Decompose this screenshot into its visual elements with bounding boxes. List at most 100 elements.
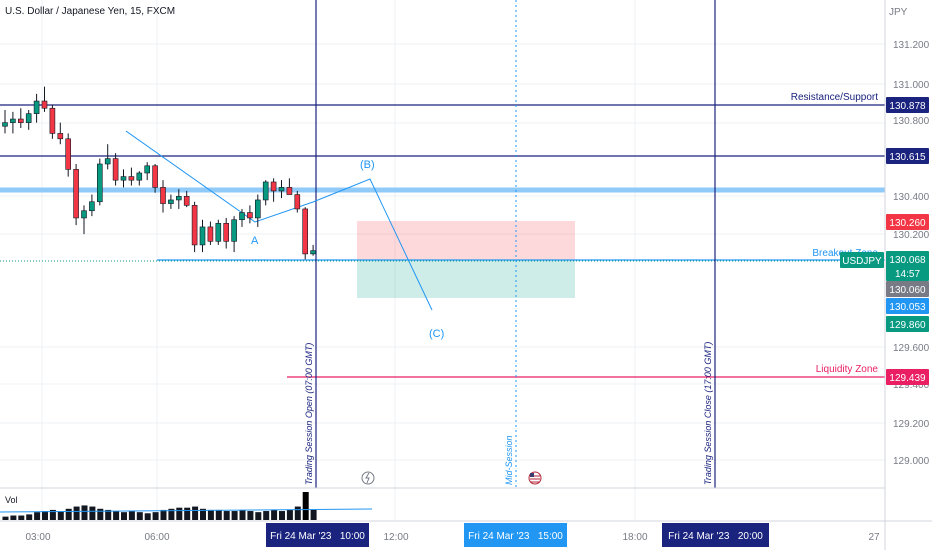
candle[interactable] <box>262 181 269 201</box>
svg-text:Fri 24 Mar '23 10:00: Fri 24 Mar '23 10:00 <box>270 531 365 542</box>
svg-text:129.439: 129.439 <box>889 373 926 384</box>
candle[interactable] <box>191 205 198 246</box>
svg-text:130.053: 130.053 <box>889 302 926 313</box>
candle[interactable] <box>152 165 158 188</box>
volume-bar <box>65 508 72 520</box>
candle[interactable] <box>10 118 16 123</box>
candle[interactable] <box>41 100 48 109</box>
last-price-tag: 130.068 14:57 <box>886 251 929 281</box>
wave-a-label: A <box>251 235 259 247</box>
svg-text:129.860: 129.860 <box>889 320 926 331</box>
currency-label: JPY <box>889 7 908 18</box>
candle[interactable] <box>310 250 316 255</box>
candle[interactable] <box>112 158 119 181</box>
volume-bar <box>136 512 143 520</box>
volume-bar <box>89 506 96 520</box>
candle[interactable] <box>73 169 79 219</box>
volume-bar <box>176 507 183 520</box>
price-tick: 129.400 <box>893 380 930 391</box>
volume-bar <box>42 511 48 520</box>
volume-bar <box>247 511 254 520</box>
wave-c-label: (C) <box>429 328 444 340</box>
candle[interactable] <box>160 187 166 204</box>
volume-bar <box>18 515 25 520</box>
candle[interactable] <box>294 194 301 210</box>
candle[interactable] <box>215 223 222 242</box>
candle[interactable] <box>199 226 206 246</box>
candle[interactable] <box>168 199 174 204</box>
volume-bar <box>271 509 278 520</box>
candle[interactable] <box>286 187 293 195</box>
candle[interactable] <box>270 181 277 192</box>
candle[interactable] <box>231 219 237 242</box>
candle[interactable] <box>17 118 24 123</box>
candle[interactable] <box>136 172 143 181</box>
liquidity-label: Liquidity Zone <box>816 364 879 375</box>
volume-bar <box>34 512 41 520</box>
volume-bar <box>239 509 246 520</box>
candle[interactable] <box>120 176 127 181</box>
candle[interactable] <box>207 226 214 242</box>
symbol-tag[interactable]: USDJPY <box>840 252 884 268</box>
volume-bar <box>105 509 112 520</box>
candle[interactable] <box>65 138 71 170</box>
volume-bar <box>207 509 214 520</box>
candle[interactable] <box>239 212 245 221</box>
candle[interactable] <box>183 196 190 206</box>
price-tick: 130.200 <box>893 230 930 241</box>
wave-path[interactable] <box>125 130 433 311</box>
price-tick: 129.200 <box>893 419 930 430</box>
volume-bar <box>144 513 151 520</box>
candle[interactable] <box>255 199 261 219</box>
lightning-icon[interactable] <box>361 471 375 485</box>
volume-bar <box>121 512 127 520</box>
time-tag: Fri 24 Mar '23 20:00 <box>662 523 769 547</box>
volume-bar <box>263 511 270 520</box>
candle[interactable] <box>144 165 150 174</box>
us-flag-icon[interactable] <box>528 471 542 485</box>
candle[interactable] <box>176 196 182 201</box>
stop-loss-zone[interactable] <box>357 221 575 260</box>
countdown: 14:57 <box>895 269 920 280</box>
svg-text:130.615: 130.615 <box>889 152 926 163</box>
volume-bar <box>26 514 33 520</box>
symbol-title[interactable]: U.S. Dollar / Japanese Yen, 15, FXCM <box>5 6 176 17</box>
candle[interactable] <box>223 223 229 242</box>
svg-text:130.878: 130.878 <box>889 101 926 112</box>
candle[interactable] <box>278 187 285 192</box>
candle[interactable] <box>49 107 56 134</box>
price-axis[interactable]: JPY 131.200 131.000 130.800 130.400 130.… <box>889 7 930 467</box>
candle[interactable] <box>57 133 64 140</box>
candle[interactable] <box>33 100 40 114</box>
price-tag: 130.260 <box>886 214 929 230</box>
candle[interactable] <box>97 163 103 203</box>
volume-bar <box>302 492 309 520</box>
volume-bar <box>294 506 301 520</box>
candle[interactable] <box>2 122 8 127</box>
candle[interactable] <box>302 208 309 255</box>
price-tag: 129.860 <box>886 316 929 332</box>
candle[interactable] <box>25 113 32 123</box>
volume-bar <box>113 511 120 520</box>
price-tick: 129.000 <box>893 456 930 467</box>
volume-bar <box>81 505 88 520</box>
svg-text:Fri 24 Mar '23 20:00: Fri 24 Mar '23 20:00 <box>668 531 763 542</box>
volume-bar <box>168 508 175 520</box>
volume-bar <box>2 516 9 520</box>
candle[interactable] <box>89 201 95 212</box>
candle[interactable] <box>128 176 135 181</box>
price-tag: 130.053 <box>886 298 929 314</box>
candle[interactable] <box>247 212 253 219</box>
volume-bar <box>310 509 317 520</box>
time-axis[interactable]: 03:00 06:00 12:00 18:00 27 Fri 24 Mar '2… <box>25 523 880 547</box>
time-tick: 03:00 <box>25 532 50 543</box>
price-tick: 130.800 <box>893 116 930 127</box>
candle[interactable] <box>104 158 111 165</box>
price-tick: 131.000 <box>893 80 930 91</box>
price-tag: 130.060 <box>886 281 929 297</box>
volume-bar <box>223 511 230 520</box>
time-tick: 18:00 <box>622 532 647 543</box>
take-profit-zone[interactable] <box>357 260 575 298</box>
candle[interactable] <box>81 210 87 219</box>
